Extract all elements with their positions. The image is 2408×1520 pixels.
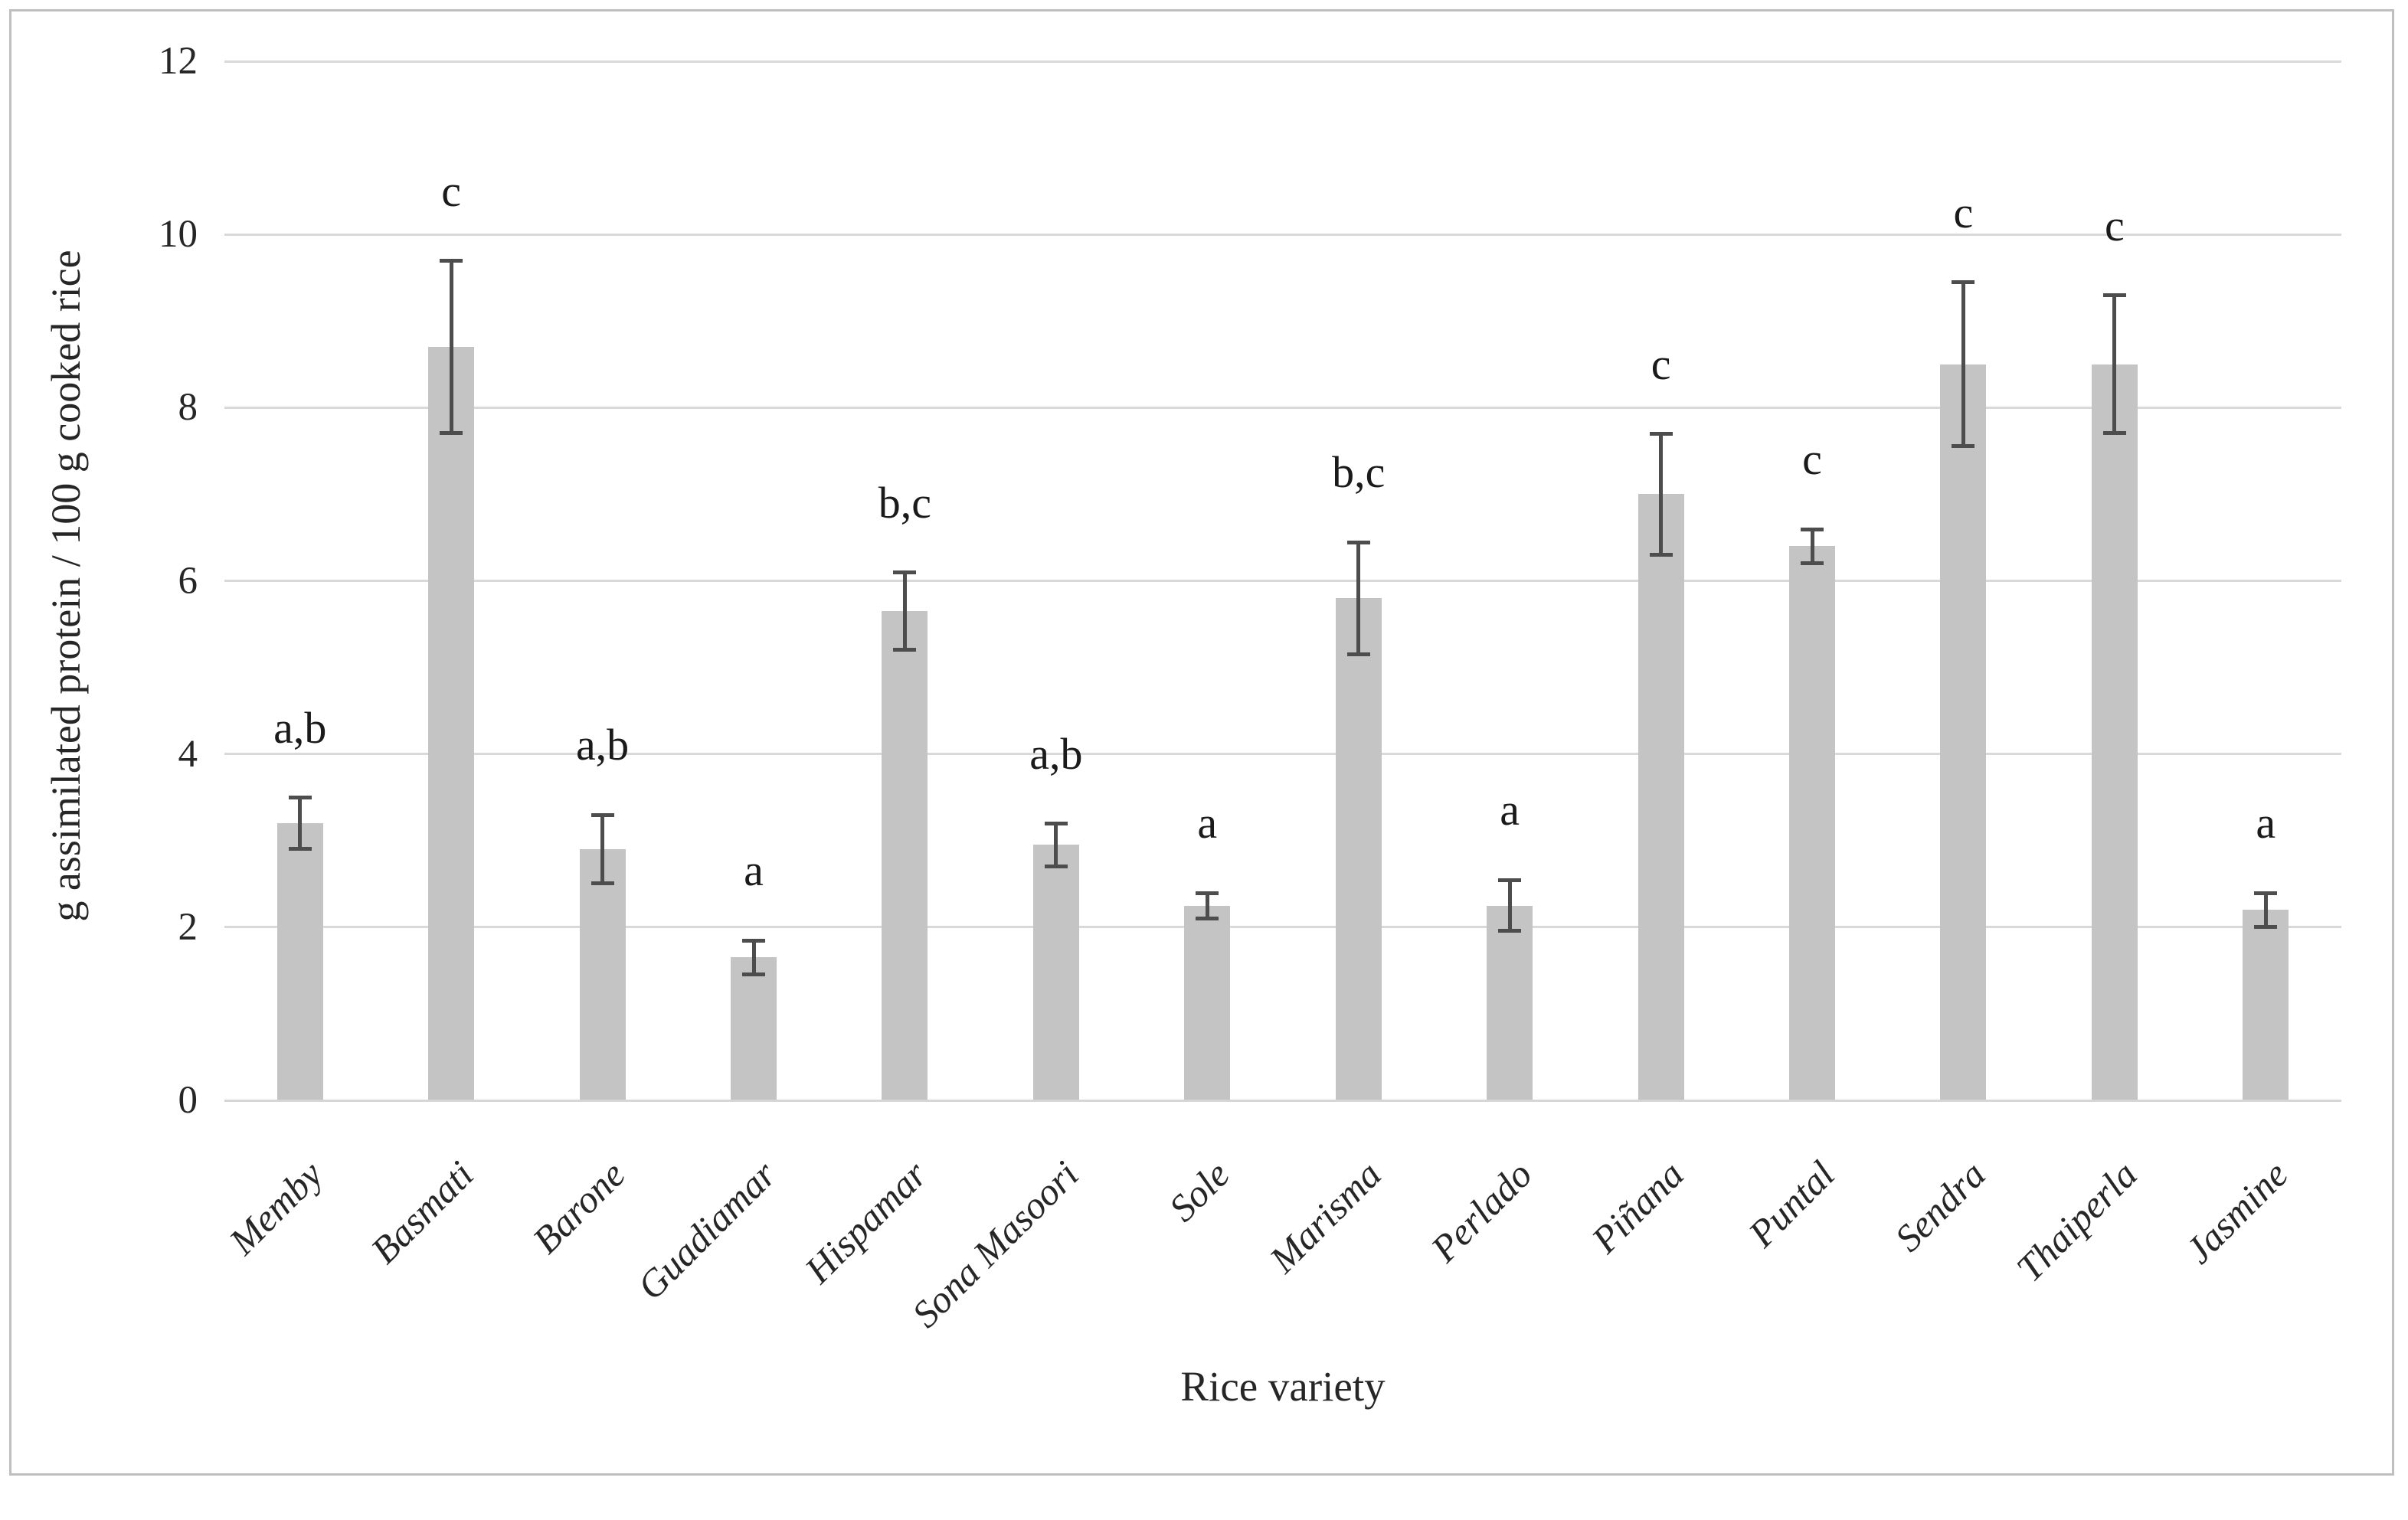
sig-letter-jasmine: a — [2256, 798, 2276, 848]
error-cap-bottom-memby — [288, 847, 312, 852]
sig-letter-basmati: c — [441, 165, 462, 216]
error-bar-perlado — [1507, 879, 1512, 932]
bar-sole — [1184, 905, 1231, 1100]
bar-guadiamar — [731, 957, 777, 1100]
error-cap-bottom-puntal — [1801, 561, 1824, 565]
bar-sendra — [1940, 364, 1987, 1100]
bar-basmati — [428, 347, 475, 1100]
error-cap-bottom-sona-masoori — [1044, 864, 1068, 868]
error-cap-top-sona-masoori — [1044, 822, 1068, 826]
bar-barone — [579, 849, 626, 1100]
bar-chart-figure: a,b Memby c Basmati a,b Barone a Guadiamar b,c Hi… — [9, 9, 2394, 1476]
sig-letter-perlado: a — [1500, 785, 1520, 835]
gridline-y6 — [224, 580, 2341, 582]
sig-letter-guadiamar: a — [744, 845, 764, 896]
sig-letter-sona-masoori: a,b — [1029, 728, 1083, 779]
error-cap-top-hispamar — [893, 570, 917, 575]
bar-memby — [276, 823, 323, 1100]
error-bar-thaiperla — [2112, 295, 2117, 434]
error-bar-basmati — [449, 260, 453, 434]
bar-sona-masoori — [1032, 845, 1079, 1100]
sig-letter-hispamar: b,c — [878, 477, 932, 528]
gridline-y10 — [224, 233, 2341, 236]
error-bar-sendra — [1961, 282, 1965, 447]
error-cap-top-marisma — [1346, 540, 1370, 544]
error-bar-sona-masoori — [1054, 823, 1058, 867]
y-tick-label-10: 10 — [159, 213, 198, 257]
bar-pi-ana — [1638, 494, 1684, 1100]
gridline-y4 — [224, 753, 2341, 756]
bar-marisma — [1335, 598, 1382, 1100]
error-cap-top-thaiperla — [2102, 293, 2126, 298]
y-tick-label-12: 12 — [159, 40, 198, 83]
bar-perlado — [1487, 905, 1533, 1100]
bar-hispamar — [882, 611, 928, 1100]
error-cap-top-basmati — [440, 259, 463, 263]
bar-jasmine — [2243, 910, 2289, 1100]
error-cap-top-memby — [288, 796, 312, 800]
sig-letter-sendra: c — [1953, 187, 1974, 237]
error-cap-bottom-pi-ana — [1649, 552, 1673, 557]
error-cap-bottom-marisma — [1346, 652, 1370, 656]
error-cap-bottom-barone — [591, 881, 614, 886]
error-bar-memby — [298, 797, 303, 850]
error-cap-bottom-sole — [1196, 916, 1219, 920]
sig-letter-barone: a,b — [575, 720, 630, 770]
plot-area: a,b Memby c Basmati a,b Barone a Guadiamar b,c Hi… — [221, 60, 2341, 1335]
error-cap-top-jasmine — [2254, 891, 2278, 895]
gridline-y8 — [224, 406, 2341, 409]
sig-letter-sole: a — [1197, 798, 1218, 848]
error-cap-bottom-perlado — [1498, 929, 1522, 933]
error-cap-top-sole — [1196, 891, 1219, 895]
error-bar-jasmine — [2263, 892, 2268, 927]
x-axis-line — [224, 1099, 2341, 1102]
error-cap-bottom-thaiperla — [2102, 431, 2126, 436]
sig-letter-pi-ana: c — [1651, 338, 1671, 389]
gridline-y2 — [224, 926, 2341, 929]
error-bar-guadiamar — [751, 940, 756, 975]
y-tick-label-0: 0 — [178, 1079, 198, 1122]
error-cap-top-guadiamar — [742, 938, 765, 943]
gridline-y12 — [224, 60, 2341, 63]
error-bar-hispamar — [902, 572, 907, 650]
sig-letter-marisma: b,c — [1332, 447, 1386, 498]
error-cap-top-barone — [591, 812, 614, 817]
y-tick-label-2: 2 — [178, 905, 198, 949]
y-tick-label-8: 8 — [178, 386, 198, 430]
error-bar-sole — [1205, 892, 1209, 919]
bar-puntal — [1789, 546, 1835, 1100]
sig-letter-memby: a,b — [273, 702, 327, 753]
error-bar-pi-ana — [1659, 433, 1664, 555]
error-bar-puntal — [1810, 528, 1814, 564]
error-cap-top-perlado — [1498, 878, 1522, 882]
sig-letter-thaiperla: c — [2104, 200, 2125, 250]
y-tick-label-6: 6 — [178, 559, 198, 603]
y-tick-label-4: 4 — [178, 732, 198, 776]
x-axis-title: Rice variety — [1180, 1363, 1386, 1410]
error-cap-bottom-sendra — [1952, 444, 1975, 449]
y-axis-title: g assimilated protein / 100 g cooked ric… — [43, 250, 89, 922]
error-cap-bottom-guadiamar — [742, 972, 765, 977]
error-bar-marisma — [1356, 541, 1361, 655]
error-cap-top-sendra — [1952, 280, 1975, 285]
error-cap-bottom-basmati — [440, 431, 463, 436]
error-cap-top-puntal — [1801, 527, 1824, 531]
error-cap-bottom-hispamar — [893, 647, 917, 652]
bar-thaiperla — [2091, 364, 2138, 1100]
sig-letter-puntal: c — [1802, 434, 1822, 485]
error-bar-barone — [600, 814, 605, 884]
chart-outer-border — [9, 9, 2394, 1476]
error-cap-bottom-jasmine — [2254, 924, 2278, 929]
error-cap-top-pi-ana — [1649, 432, 1673, 436]
